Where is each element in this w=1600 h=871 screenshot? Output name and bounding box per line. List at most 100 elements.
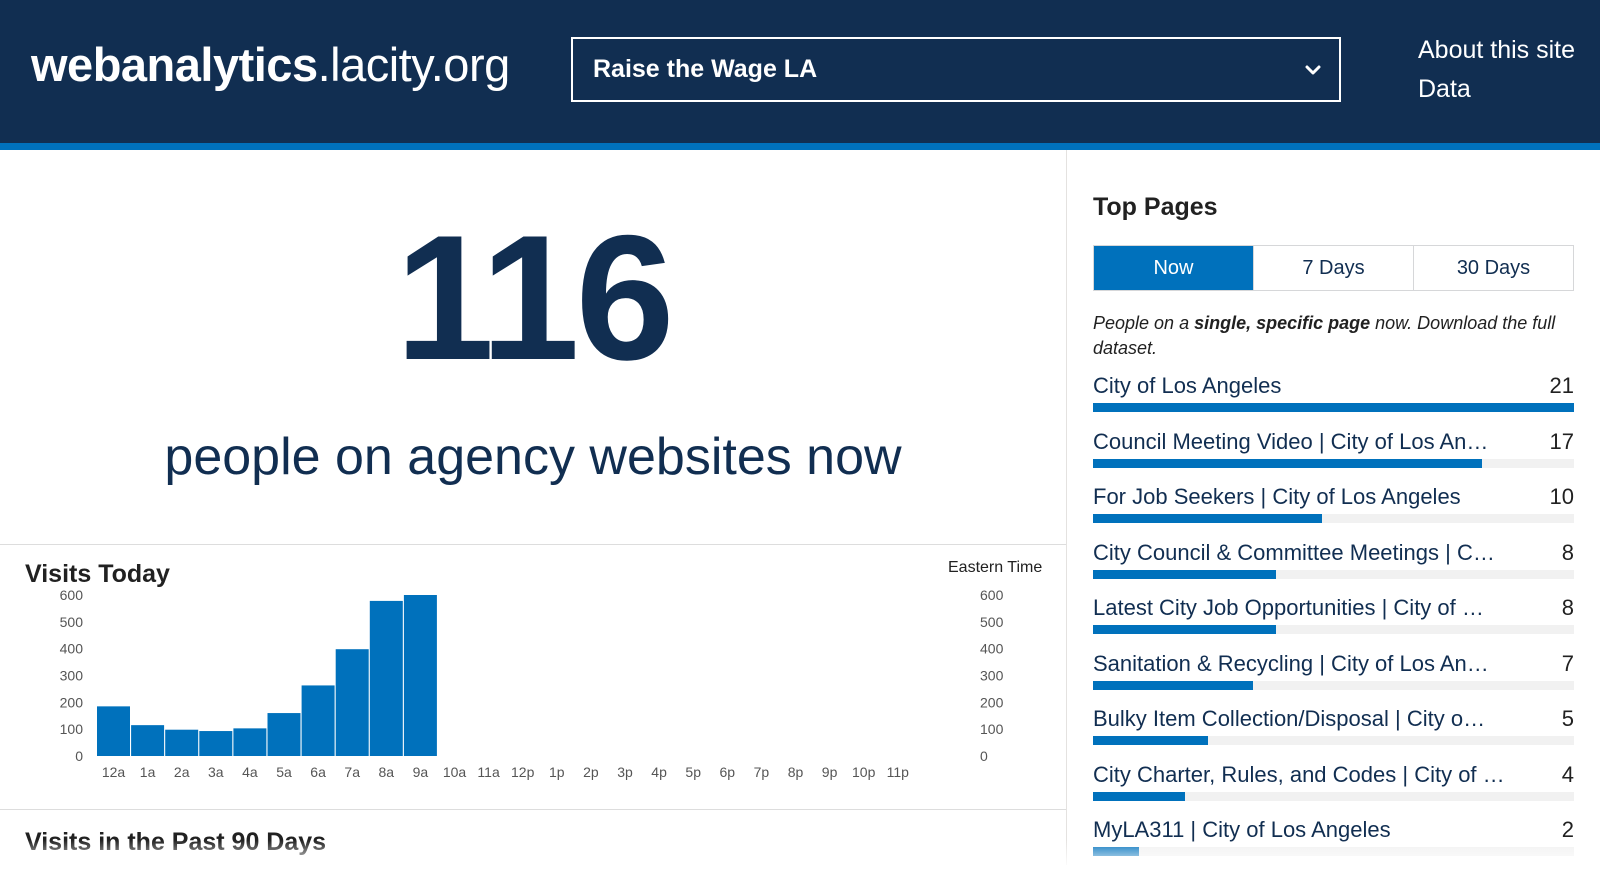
header-accent-stripe — [0, 143, 1600, 150]
chart-bar[interactable] — [131, 725, 165, 756]
page-title[interactable]: City Council & Committee Meetings | C… — [1093, 539, 1495, 565]
agency-select[interactable]: Raise the Wage LA — [571, 37, 1341, 102]
x-tick-label: 11a — [477, 764, 500, 780]
chart-bar[interactable] — [267, 713, 301, 756]
chart-bar[interactable] — [199, 731, 233, 756]
page-count: 8 — [1561, 595, 1574, 620]
x-tick-label: 3p — [617, 764, 633, 780]
page-bar — [1093, 403, 1574, 412]
about-link[interactable]: About this site — [1418, 36, 1576, 64]
page-bar-track — [1093, 458, 1574, 468]
x-tick-label: 8p — [788, 764, 804, 780]
x-tick-label: 4p — [651, 764, 667, 780]
list-item[interactable]: Sanitation & Recycling | City of Los An…… — [1093, 649, 1574, 705]
list-item[interactable]: For Job Seekers | City of Los Angeles 10 — [1093, 482, 1574, 538]
page-bar — [1093, 680, 1254, 690]
page-count: 4 — [1561, 761, 1574, 787]
chart-bar[interactable] — [335, 649, 369, 756]
past-90-days-title: Visits in the Past 90 Days — [25, 828, 327, 856]
x-tick-label: 8a — [379, 764, 395, 780]
page-title[interactable]: For Job Seekers | City of Los Angeles — [1093, 484, 1461, 509]
y-tick-label-left: 200 — [60, 694, 84, 710]
list-item[interactable]: Latest City Job Opportunities | City of … — [1093, 593, 1574, 649]
page-title[interactable]: Sanitation & Recycling | City of Los An… — [1093, 650, 1489, 676]
page-bar — [1093, 458, 1483, 468]
visits-today-chart: 0 0 100 100 200 200 300 300 400 400 500 500 600 600 12… — [60, 590, 1004, 780]
page-count: 21 — [1549, 373, 1574, 398]
x-tick-label: 10p — [852, 764, 876, 780]
chart-bar[interactable] — [97, 706, 130, 756]
page-count: 7 — [1561, 650, 1574, 676]
timezone-label: Eastern Time — [948, 559, 1043, 576]
desc-text: People on a — [1093, 313, 1195, 333]
y-tick-label-right: 500 — [980, 614, 1004, 630]
x-tick-label: 4a — [242, 764, 258, 780]
chart-bar[interactable] — [233, 728, 267, 756]
page-count: 10 — [1549, 484, 1574, 509]
top-pages-title: Top Pages — [1093, 193, 1218, 221]
page-bar — [1093, 847, 1139, 856]
y-tick-label-right: 600 — [980, 590, 1004, 603]
page-title[interactable]: Latest City Job Opportunities | City of … — [1093, 595, 1484, 620]
site-logo[interactable]: webanalytics.lacity.org — [31, 34, 510, 96]
visits-today-title: Visits Today — [25, 560, 170, 588]
tab-30-days[interactable]: 30 Days — [1413, 246, 1573, 290]
page-bar — [1093, 569, 1277, 579]
list-item[interactable]: Bulky Item Collection/Disposal | City o…… — [1093, 704, 1574, 760]
logo-bold-text: webanalytics — [31, 38, 318, 91]
page-bar-track — [1093, 680, 1574, 690]
y-tick-label-left: 500 — [60, 614, 84, 630]
chart-bar[interactable] — [301, 685, 335, 756]
desc-download-link[interactable]: now. Download the full dataset. — [1093, 313, 1556, 358]
x-tick-label: 2p — [583, 764, 599, 780]
page-count: 5 — [1561, 706, 1574, 731]
page-bar — [1093, 514, 1323, 523]
x-tick-label: 6a — [310, 764, 326, 780]
chart-bar[interactable] — [369, 600, 403, 756]
section-divider — [0, 809, 1066, 810]
logo-domain-text: .lacity.org — [317, 38, 511, 91]
list-item[interactable]: City Charter, Rules, and Codes | City of… — [1093, 760, 1574, 816]
page-bar — [1093, 736, 1208, 745]
y-tick-label-left: 600 — [60, 590, 84, 603]
page-bar-track — [1093, 625, 1574, 634]
top-pages-description: People on a single, specific page now. D… — [1093, 311, 1563, 361]
section-divider — [0, 544, 1066, 545]
list-item[interactable]: City of Los Angeles 21 — [1093, 371, 1574, 427]
page-bar-track — [1093, 569, 1574, 579]
x-tick-label: 9a — [413, 764, 429, 780]
y-tick-label-right: 400 — [980, 641, 1004, 657]
page-title[interactable]: City of Los Angeles — [1093, 373, 1282, 398]
chart-bar[interactable] — [165, 729, 199, 756]
realtime-visitor-count: 116 — [395, 198, 674, 397]
x-tick-label: 6p — [720, 764, 736, 780]
chevron-down-icon — [1305, 65, 1321, 75]
page-bar — [1093, 791, 1185, 801]
x-tick-label: 10a — [443, 764, 467, 780]
x-tick-label: 7p — [754, 764, 770, 780]
page-count: 8 — [1561, 539, 1574, 565]
y-tick-label-right: 0 — [980, 748, 988, 764]
page-bar-track — [1093, 791, 1574, 801]
page-title[interactable]: Council Meeting Video | City of Los An… — [1093, 428, 1489, 454]
list-item[interactable]: MyLA311 | City of Los Angeles 2 — [1093, 815, 1574, 871]
x-tick-label: 9p — [822, 764, 838, 780]
agency-select-value: Raise the Wage LA — [593, 55, 818, 83]
chart-bar[interactable] — [403, 595, 437, 756]
tab-now[interactable]: Now — [1094, 246, 1253, 290]
y-tick-label-right: 200 — [980, 694, 1004, 710]
page-title[interactable]: Bulky Item Collection/Disposal | City o… — [1093, 706, 1486, 731]
x-tick-label: 5a — [276, 764, 292, 780]
list-item[interactable]: City Council & Committee Meetings | C… 8 — [1093, 538, 1574, 594]
x-tick-label: 1a — [140, 764, 156, 780]
x-tick-label: 11p — [887, 764, 910, 780]
x-tick-label: 3a — [208, 764, 224, 780]
data-link[interactable]: Data — [1418, 75, 1471, 103]
page-bar-track — [1093, 847, 1574, 856]
list-item[interactable]: Council Meeting Video | City of Los An… 1… — [1093, 427, 1574, 483]
site-header: webanalytics.lacity.org Raise the Wage L… — [0, 0, 1600, 143]
tab-7-days[interactable]: 7 Days — [1253, 246, 1413, 290]
page-title[interactable]: City Charter, Rules, and Codes | City of… — [1093, 761, 1505, 787]
page-title[interactable]: MyLA311 | City of Los Angeles — [1093, 817, 1391, 842]
desc-emphasis: single, specific page — [1194, 313, 1371, 333]
